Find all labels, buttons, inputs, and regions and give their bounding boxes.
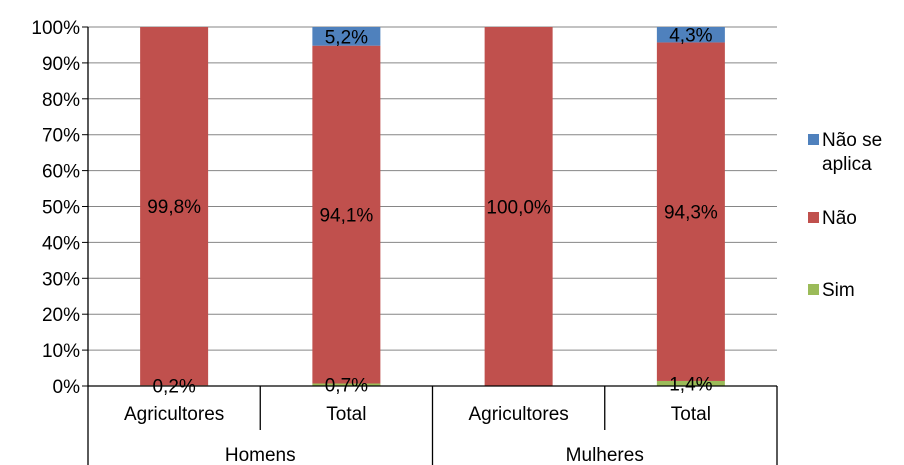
bar-segment-não [312, 45, 381, 384]
y-tick-label: 60% [42, 162, 80, 183]
bar-segment-não-se-aplica [312, 27, 381, 46]
y-tick-label: 70% [42, 126, 80, 147]
legend-label: Sim [822, 280, 855, 301]
x-group-label: Homens [225, 445, 296, 465]
y-tick-label: 30% [42, 269, 80, 290]
legend-label: Não se [822, 130, 882, 151]
x-category-label: Total [671, 404, 711, 425]
bars [140, 27, 725, 386]
x-category-label: Total [326, 404, 366, 425]
data-label: 0,2% [152, 377, 195, 398]
axes [87, 27, 778, 465]
y-tick-label: 100% [31, 18, 80, 39]
y-tick-label: 90% [42, 54, 80, 75]
legend: Não se aplica Não Sim [808, 130, 882, 301]
legend-label: aplica [822, 154, 872, 175]
y-tick-label: 40% [42, 233, 80, 254]
y-tick-label: 80% [42, 90, 80, 111]
y-tick-label: 50% [42, 198, 80, 219]
data-label: 99,8% [147, 197, 201, 218]
bar-segment-sim [312, 383, 381, 386]
bar-segment-não [656, 42, 725, 381]
bar-segment-não [484, 27, 553, 386]
bar-segment-não-se-aplica [656, 27, 725, 43]
x-category-label: Agricultores [468, 404, 568, 425]
legend-swatch [808, 134, 819, 145]
data-label: 5,2% [325, 27, 368, 48]
y-tick-label: 20% [42, 305, 80, 326]
data-label: 4,3% [669, 26, 712, 47]
y-axis-ticks: 0% 10% 20% 30% 40% 50% 60% 70% 80% 90% 100% [31, 18, 88, 398]
data-label: 94,1% [319, 206, 373, 227]
legend-swatch [808, 212, 819, 223]
bar-segment-sim [656, 380, 725, 386]
x-category-label: Agricultores [124, 404, 224, 425]
category-labels: Agricultores Total Agricultores Total Homens… [124, 404, 711, 465]
y-tick-label: 10% [42, 341, 80, 362]
data-label: 100,0% [486, 198, 551, 219]
y-tick-label: 0% [53, 377, 81, 398]
bar-segment-não [140, 27, 209, 386]
data-label: 1,4% [669, 374, 712, 395]
data-label: 94,3% [664, 203, 718, 224]
legend-swatch [808, 284, 819, 295]
x-group-label: Mulheres [566, 445, 644, 465]
data-labels: 0,2%99,8%0,7%94,1%5,2%100,0%1,4%94,3%4,3… [147, 26, 718, 398]
legend-label: Não [822, 208, 857, 229]
